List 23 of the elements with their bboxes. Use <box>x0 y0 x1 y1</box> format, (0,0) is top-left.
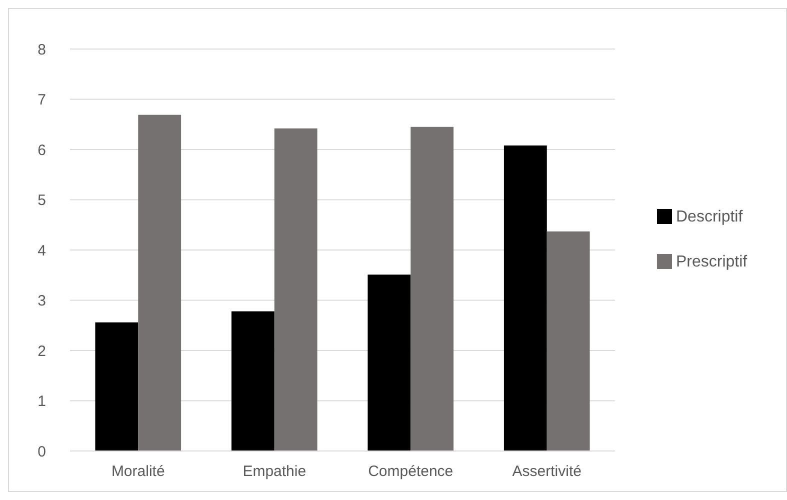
bar <box>410 126 454 451</box>
y-tick-label: 5 <box>38 192 46 209</box>
legend-label: Descriptif <box>676 208 744 226</box>
y-tick-label: 2 <box>38 342 46 360</box>
x-tick-label: Assertivité <box>512 463 582 480</box>
bar <box>95 322 138 451</box>
x-tick-label: Empathie <box>242 463 306 480</box>
x-tick-label: Compétence <box>368 463 454 480</box>
y-tick-label: 7 <box>38 92 46 108</box>
y-tick-label: 3 <box>38 292 46 310</box>
x-tick-label: Moralité <box>111 463 165 480</box>
y-tick-label: 4 <box>38 242 46 260</box>
bar <box>546 231 590 451</box>
bar <box>231 311 274 451</box>
y-tick-label: 8 <box>38 41 46 58</box>
legend-label: Prescriptif <box>676 254 748 271</box>
y-tick-label: 1 <box>38 393 46 410</box>
bar <box>274 128 318 451</box>
bar <box>368 274 411 451</box>
y-tick-label: 6 <box>38 142 46 159</box>
bar <box>504 145 547 451</box>
bar <box>138 114 182 451</box>
y-tick-label: 0 <box>38 443 46 460</box>
